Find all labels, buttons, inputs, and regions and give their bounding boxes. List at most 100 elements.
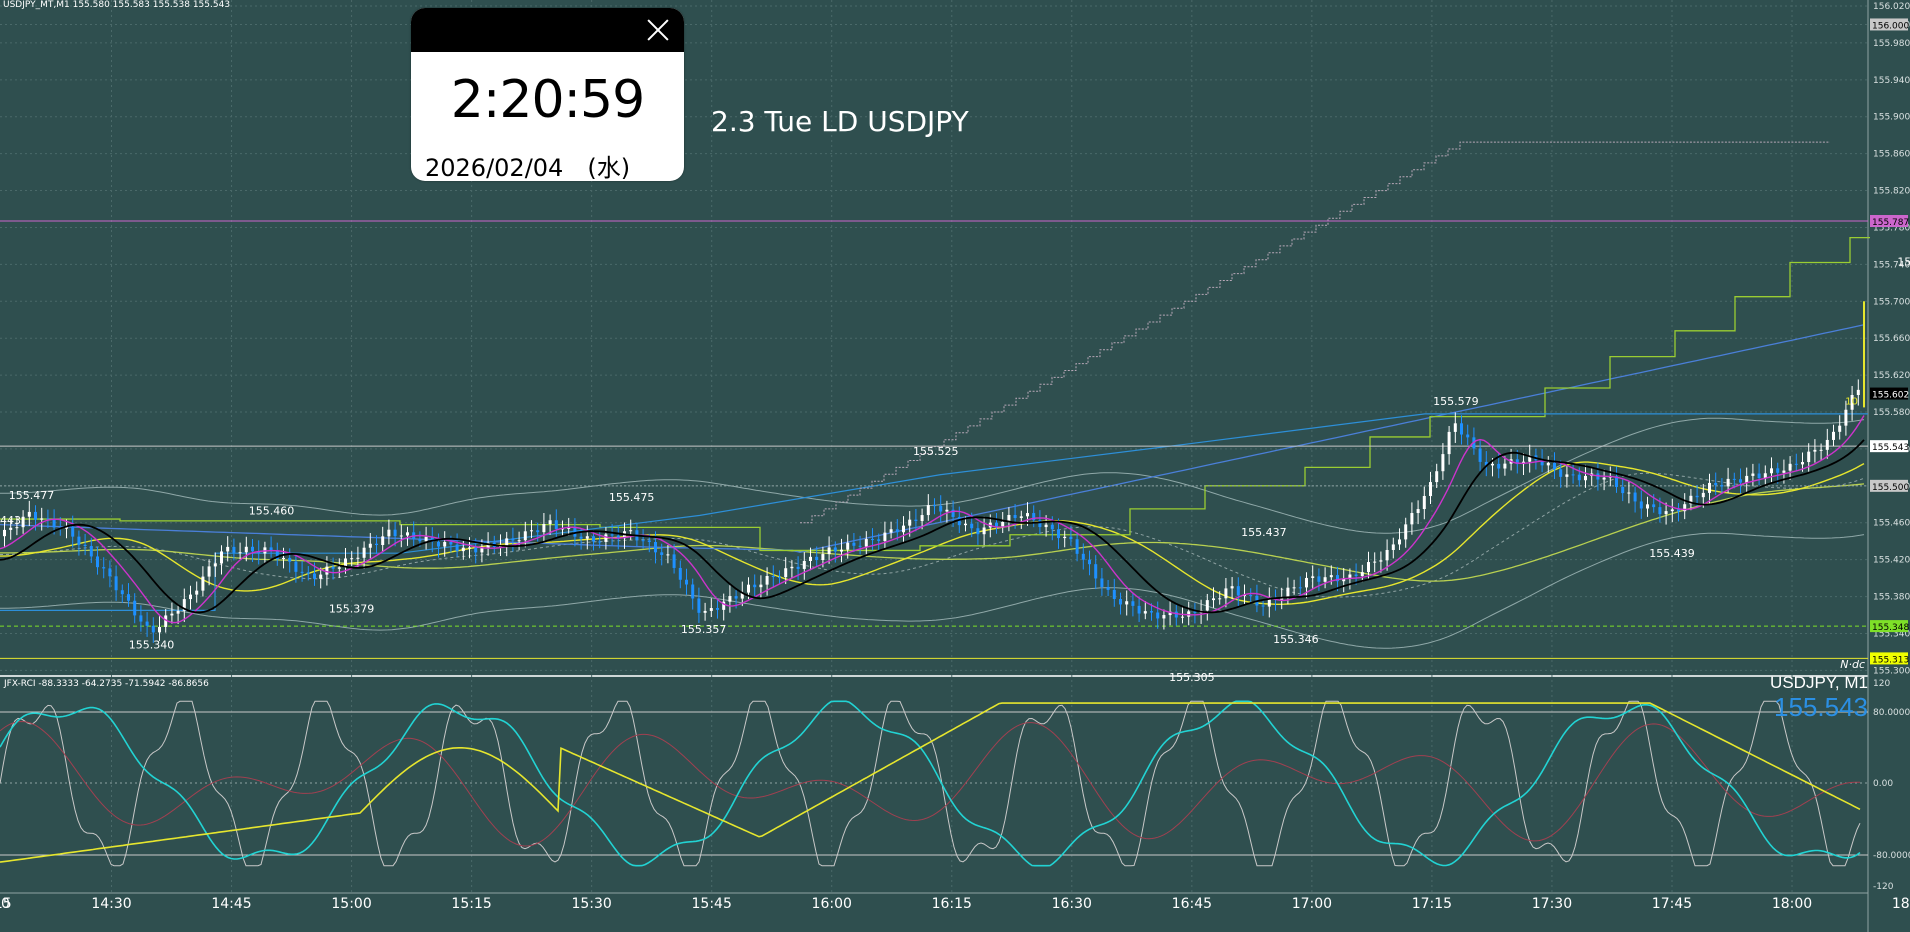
candle-body	[1360, 572, 1364, 577]
candle-body	[1720, 485, 1724, 487]
candle-body	[1813, 449, 1817, 452]
axis-price-box	[1870, 479, 1908, 492]
candle-body	[189, 594, 192, 600]
price-annotation: 155.477	[9, 489, 55, 502]
candle-body	[1329, 575, 1333, 578]
ma-blue-line	[0, 324, 1865, 553]
candle-body	[1540, 460, 1544, 466]
candle-body	[300, 571, 304, 573]
candle-body	[1354, 574, 1358, 577]
candle-body	[226, 546, 230, 552]
candle-body	[89, 545, 93, 557]
candle-body	[548, 520, 552, 525]
close-icon[interactable]	[642, 14, 674, 46]
candle-body	[393, 529, 397, 537]
candle-body	[747, 584, 750, 593]
candle-body	[1094, 564, 1098, 579]
candle-body	[1137, 605, 1141, 614]
candle-body	[610, 534, 614, 536]
candle-body	[685, 579, 688, 585]
candle-body	[418, 539, 422, 542]
candle-body	[716, 608, 719, 610]
price-annotation: 155.379	[329, 602, 375, 615]
candle-body	[34, 511, 37, 520]
x-tick-label: 17:30	[1532, 896, 1572, 912]
candle-body	[244, 546, 248, 553]
rci-slow-line	[0, 702, 1861, 863]
candle-body	[1739, 479, 1742, 483]
axis-price-label: 155.348	[1872, 623, 1909, 633]
candle-body	[883, 532, 887, 541]
candle-body	[1621, 486, 1625, 494]
candle-body	[1112, 589, 1116, 599]
candle-body	[480, 548, 484, 553]
x-tick-label: 18:15	[1892, 896, 1910, 912]
y-tick-label: 155.860	[1873, 150, 1910, 160]
axis-price-label: 155.313	[1872, 655, 1909, 665]
candle-body	[1162, 615, 1166, 619]
candle-body	[71, 526, 75, 537]
candle-body	[933, 505, 936, 507]
candle-body	[654, 541, 657, 553]
rci-tick-label: 80.0000	[1873, 708, 1910, 718]
candle-body	[1367, 562, 1370, 573]
candle-body	[1807, 451, 1811, 463]
candle-body	[1119, 598, 1122, 605]
rci-tick-label: 0.00	[1873, 779, 1893, 789]
candle-body	[77, 536, 81, 545]
x-tick-label: 14:15	[0, 896, 12, 912]
candle-body	[27, 511, 31, 517]
candle-body	[1205, 600, 1209, 611]
axis-price-label: 155.500	[1872, 483, 1909, 493]
candle-body	[1422, 495, 1426, 510]
candle-body	[1856, 389, 1860, 395]
candle-body	[344, 558, 347, 568]
candle-body	[1243, 595, 1246, 597]
symbol-header: USDJPY_MT,M1 155.580 155.583 155.538 155…	[3, 0, 231, 10]
candle-body	[1125, 601, 1129, 605]
candle-body	[430, 536, 434, 542]
candle-body	[1447, 431, 1451, 455]
candle-body	[505, 538, 509, 546]
candle-body	[1317, 576, 1321, 582]
candle-body	[96, 556, 99, 568]
candle-body	[257, 551, 261, 554]
x-tick-label: 15:15	[451, 896, 491, 912]
dotted-ma-line	[0, 472, 1865, 598]
candle-body	[753, 584, 757, 588]
candle-body	[331, 566, 335, 569]
candle-body	[1577, 474, 1581, 481]
axis-price-box	[1870, 387, 1908, 400]
candle-body	[399, 535, 403, 537]
candle-body	[3, 529, 6, 537]
candle-body	[864, 539, 868, 547]
candle-body	[1261, 605, 1265, 607]
candle-body	[1050, 524, 1054, 530]
y-tick-label: 155.940	[1873, 76, 1910, 86]
candle-body	[604, 534, 608, 542]
candle-body	[1410, 513, 1414, 525]
candle-body	[1026, 513, 1029, 517]
candle-body	[877, 539, 881, 541]
candle-body	[133, 600, 137, 616]
price-annotation: 155.437	[1241, 526, 1287, 539]
y-tick-label: 155.420	[1873, 556, 1910, 566]
candle-body	[158, 626, 161, 633]
x-tick-label: 15:00	[331, 896, 371, 912]
candle-body	[486, 542, 490, 549]
candle-body	[1553, 462, 1556, 470]
candle-body	[337, 567, 341, 569]
candle-body	[616, 535, 620, 539]
candle-body	[1646, 504, 1649, 509]
candle-body	[734, 596, 738, 599]
y-tick-label: 155.900	[1873, 113, 1910, 123]
candle-body	[1441, 454, 1445, 472]
candle-body	[1615, 476, 1618, 487]
candle-body	[1038, 520, 1042, 528]
candle-body	[325, 566, 329, 575]
x-tick-label: 17:45	[1652, 896, 1692, 912]
candle-body	[1546, 462, 1550, 466]
candle-body	[1695, 495, 1699, 498]
candle-body	[1708, 482, 1711, 493]
candle-body	[765, 575, 769, 585]
